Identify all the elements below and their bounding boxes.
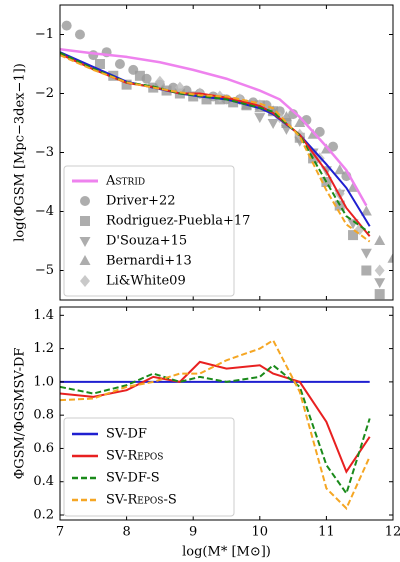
x-tick-label: 7 [56,525,64,540]
legend-label: SV-Repos [106,449,163,464]
marker [374,278,386,289]
marker [154,75,165,88]
legend-label: SV-Repos-S [106,493,177,508]
legend-label: SV-DF-S [106,471,160,486]
marker [134,70,145,81]
y-tick-label: −5 [35,263,54,278]
x-tick-label: 9 [189,525,197,540]
marker [374,235,386,245]
plot-area [60,338,371,511]
legend-swatch [80,216,90,226]
y-axis-label: log(ΦGSM [Mpc−3dex−1]) [13,63,28,242]
legend-label: Li&White09 [106,274,186,289]
legend-label: D'Souza+15 [106,234,187,249]
marker [387,252,393,263]
marker [361,265,372,276]
series-line [60,51,371,234]
marker [348,230,359,241]
legend-swatch [79,255,91,265]
legend-label: SV-DF [106,427,147,442]
marker [314,126,325,137]
marker [374,264,385,277]
marker [334,164,346,175]
y-tick-label: 1.2 [33,341,54,356]
legend-label: Driver+22 [106,194,175,209]
series-line [60,48,368,207]
marker [61,20,72,31]
legend-swatch [80,196,90,206]
y-tick-label: −1 [35,27,54,42]
x-tick-label: 10 [252,525,269,540]
legend-swatch [79,237,91,247]
legend-label: Astrid [105,174,145,189]
x-tick-label: 12 [385,525,400,540]
marker [74,29,85,40]
y-tick-label: 0.4 [33,474,54,489]
y-tick-label: 0.8 [33,408,54,423]
x-tick-label: 8 [122,525,130,540]
y-tick-label: 0.2 [33,508,54,523]
marker [94,59,105,69]
marker [174,81,185,94]
marker [254,113,266,124]
marker [360,205,372,216]
marker [360,248,372,259]
marker [294,117,306,127]
legend-label: Rodriguez-Puebla+17 [106,214,250,229]
series-line [60,363,371,496]
marker [328,141,339,152]
y-tick-label: −3 [35,145,54,160]
legend-box [63,417,235,517]
series-line [60,338,371,511]
y-tick-label: −4 [35,204,54,219]
axes-frame [59,306,394,521]
legend-label: Bernardi+13 [106,254,192,269]
plot-area [60,20,393,300]
legend-swatch [80,275,90,287]
legend-box [63,165,235,297]
y-tick-label: 1.0 [33,374,54,389]
axes-frame [59,4,394,301]
marker [267,119,279,129]
x-tick-label: 11 [318,525,335,540]
series-line [60,360,371,474]
marker [114,59,125,69]
y-tick-label: 1.4 [33,308,54,323]
marker [88,50,99,61]
y-tick-label: −2 [35,86,54,101]
y-axis-label: ΦGSM/ΦGSMSV-DF [13,348,28,480]
y-tick-label: 0.6 [33,441,54,456]
series-line [60,54,371,243]
marker [374,289,385,300]
marker [288,109,299,120]
x-axis-label: log(M* [M⊙]) [182,545,271,560]
